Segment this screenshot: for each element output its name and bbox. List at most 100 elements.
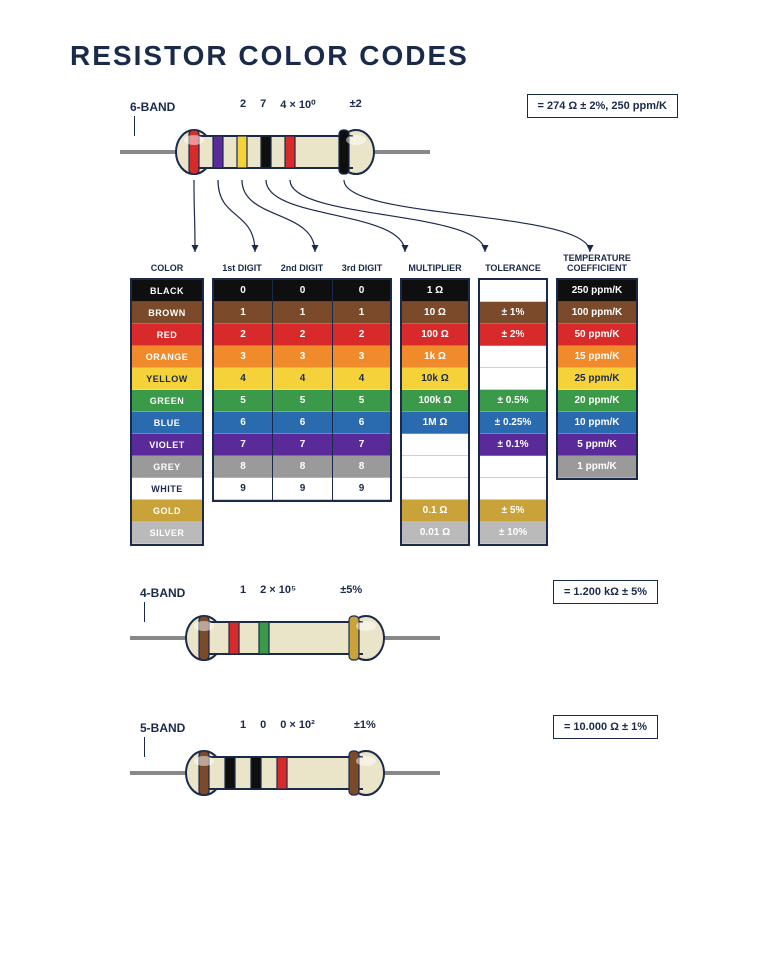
column-header: TEMPERATURE COEFFICIENT	[556, 250, 638, 278]
column-temperature: TEMPERATURE COEFFICIENT250 ppm/K100 ppm/…	[556, 250, 638, 546]
table-cell: 3	[333, 346, 390, 368]
table-cell: 7	[333, 434, 390, 456]
band-value: 2 × 10⁵	[260, 584, 296, 596]
column-digit: 2nd DIGIT0123456789	[272, 250, 332, 546]
table-cell	[402, 478, 468, 500]
table-cell: 4	[333, 368, 390, 390]
table-cell: 0	[273, 280, 332, 302]
table-cell: 0.01 Ω	[402, 522, 468, 544]
table-cell: 1 ppm/K	[558, 456, 636, 478]
table-cell: 6	[214, 412, 272, 434]
resistor-5band-label: 5-BAND	[140, 721, 185, 735]
band-value: 1	[240, 584, 246, 596]
table-cell: BLACK	[132, 280, 202, 302]
band-value: 1	[240, 719, 246, 731]
column-header: TOLERANCE	[478, 250, 548, 278]
table-cell: ± 0.25%	[480, 412, 546, 434]
table-cell: ± 0.5%	[480, 390, 546, 412]
table-cell: GREEN	[132, 390, 202, 412]
table-cell: 1	[273, 302, 332, 324]
table-cell	[480, 346, 546, 368]
column-header: 2nd DIGIT	[272, 250, 332, 278]
band-value: 0 × 10²	[280, 719, 315, 731]
table-cell: 15 ppm/K	[558, 346, 636, 368]
column-digit: 3rd DIGIT0123456789	[332, 250, 392, 546]
table-cell: WHITE	[132, 478, 202, 500]
resistor-4band-svg	[130, 608, 440, 668]
table-cell: 10k Ω	[402, 368, 468, 390]
table-cell: 25 ppm/K	[558, 368, 636, 390]
band-value: 4 × 10⁰	[280, 98, 315, 111]
column-digit: 1st DIGIT0123456789	[212, 250, 272, 546]
table-cell: 3	[273, 346, 332, 368]
resistor-5band-values: 100 × 10²±1%	[240, 719, 376, 731]
table-cell: ± 1%	[480, 302, 546, 324]
table-cell: BLUE	[132, 412, 202, 434]
table-cell: 20 ppm/K	[558, 390, 636, 412]
table-cell: VIOLET	[132, 434, 202, 456]
table-cell: 0.1 Ω	[402, 500, 468, 522]
table-cell: 5	[214, 390, 272, 412]
resistor-6band-label: 6-BAND	[130, 100, 175, 114]
table-cell: 8	[273, 456, 332, 478]
band-value: ±5%	[340, 584, 362, 596]
resistor-6band-values: 274 × 10⁰±2	[240, 98, 362, 111]
table-cell: 9	[273, 478, 332, 500]
table-cell	[402, 456, 468, 478]
table-cell: 1	[333, 302, 390, 324]
table-cell: ± 5%	[480, 500, 546, 522]
table-cell: 1k Ω	[402, 346, 468, 368]
table-cell: 4	[214, 368, 272, 390]
table-cell	[480, 368, 546, 390]
table-cell: 10 ppm/K	[558, 412, 636, 434]
table-cell: 1M Ω	[402, 412, 468, 434]
band-value: 0	[260, 719, 266, 731]
resistor-6band-svg	[120, 122, 430, 182]
column-header: 1st DIGIT	[212, 250, 272, 278]
table-cell: SILVER	[132, 522, 202, 544]
table-cell	[480, 280, 546, 302]
table-cell: YELLOW	[132, 368, 202, 390]
table-cell: 7	[273, 434, 332, 456]
column-tolerance: TOLERANCE± 1%± 2%± 0.5%± 0.25%± 0.1%± 5%…	[478, 250, 548, 546]
table-cell	[402, 434, 468, 456]
resistor-4band-result: = 1.200 kΩ ± 5%	[553, 580, 658, 604]
color-code-tables: COLORBLACKBROWNREDORANGEYELLOWGREENBLUEV…	[50, 250, 718, 546]
table-cell: ± 10%	[480, 522, 546, 544]
table-cell: 1	[214, 302, 272, 324]
resistor-5band-svg	[130, 743, 440, 803]
table-cell: 9	[333, 478, 390, 500]
table-cell: 6	[273, 412, 332, 434]
table-cell: GOLD	[132, 500, 202, 522]
table-cell: 5	[273, 390, 332, 412]
table-cell: GREY	[132, 456, 202, 478]
column-multiplier: MULTIPLIER1 Ω10 Ω100 Ω1k Ω10k Ω100k Ω1M …	[400, 250, 470, 546]
page-title: RESISTOR COLOR CODES	[70, 40, 718, 72]
table-cell: 7	[214, 434, 272, 456]
table-cell: 1 Ω	[402, 280, 468, 302]
table-cell: 8	[333, 456, 390, 478]
table-cell: 0	[214, 280, 272, 302]
band-arrows	[50, 180, 718, 260]
table-cell: ORANGE	[132, 346, 202, 368]
column-group-digits: 1st DIGIT01234567892nd DIGIT01234567893r…	[212, 250, 392, 546]
column-header: MULTIPLIER	[400, 250, 470, 278]
table-cell: 100 Ω	[402, 324, 468, 346]
table-cell: 4	[273, 368, 332, 390]
resistor-5band-result: = 10.000 Ω ± 1%	[553, 715, 658, 739]
table-cell: ± 2%	[480, 324, 546, 346]
table-cell: 0	[333, 280, 390, 302]
table-cell: 2	[333, 324, 390, 346]
table-cell: BROWN	[132, 302, 202, 324]
table-cell: RED	[132, 324, 202, 346]
resistor-4band-values: 1 2 × 10⁵ ±5%	[240, 584, 362, 596]
table-cell: 250 ppm/K	[558, 280, 636, 302]
table-cell: 6	[333, 412, 390, 434]
table-cell: 100 ppm/K	[558, 302, 636, 324]
table-cell: 2	[273, 324, 332, 346]
table-cell: 50 ppm/K	[558, 324, 636, 346]
band-value: ±2	[350, 98, 362, 111]
column-header: 3rd DIGIT	[332, 250, 392, 278]
resistor-6band-result: = 274 Ω ± 2%, 250 ppm/K	[527, 94, 679, 118]
column-color: COLORBLACKBROWNREDORANGEYELLOWGREENBLUEV…	[130, 250, 204, 546]
